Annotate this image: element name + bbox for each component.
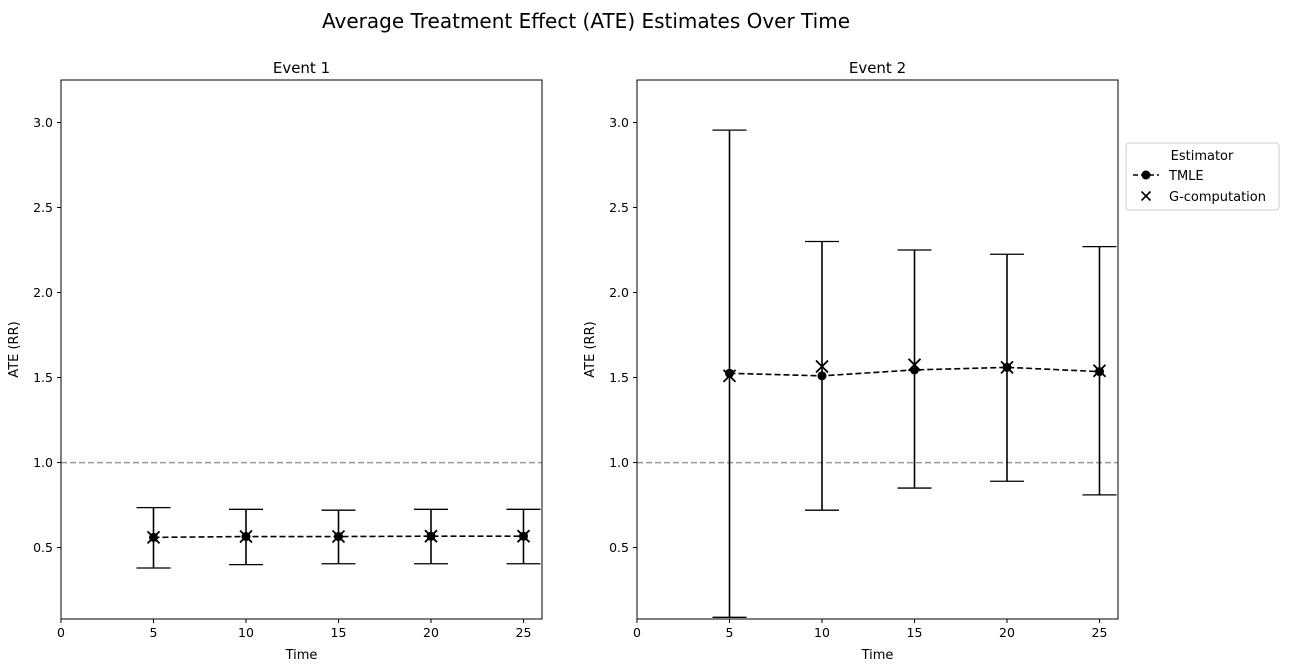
panel-title: Event 1 bbox=[273, 59, 330, 77]
y-tick-label: 1.5 bbox=[609, 370, 629, 385]
x-tick-label: 10 bbox=[238, 625, 254, 640]
gcomp-point bbox=[1092, 364, 1107, 378]
gcomp-point bbox=[907, 358, 922, 372]
y-tick-label: 2.0 bbox=[33, 285, 53, 300]
y-tick-label: 1.0 bbox=[609, 455, 629, 470]
axes-frame bbox=[636, 79, 1119, 620]
y-axis-label: ATE (RR) bbox=[583, 321, 598, 377]
y-tick-label: 2.0 bbox=[609, 285, 629, 300]
legend-frame bbox=[1125, 142, 1280, 211]
gcomp-point bbox=[146, 530, 161, 545]
legend-title: Estimator bbox=[1171, 149, 1234, 164]
gcomp-point bbox=[1000, 360, 1014, 374]
x-tick-label: 15 bbox=[907, 625, 923, 640]
x-tick-label: 5 bbox=[726, 625, 734, 640]
legend-tmle-label: TMLE bbox=[1168, 169, 1204, 184]
tmle-point bbox=[725, 368, 734, 378]
plot-area bbox=[637, 129, 1118, 618]
y-tick-label: 0.5 bbox=[609, 540, 629, 555]
y-tick-label: 3.0 bbox=[609, 115, 629, 130]
legend-gcomp-marker-icon bbox=[1140, 190, 1152, 202]
plot-area bbox=[61, 461, 542, 569]
gcomp-point bbox=[239, 529, 253, 544]
legend: Estimator TMLE G-computation bbox=[1125, 142, 1280, 211]
panels: Event 1 0 5 10 15 20 25 0.5 1.0 1.5 2.0 2.5 3.0 Time A… bbox=[7, 59, 1119, 663]
y-tick-label: 1.5 bbox=[33, 370, 53, 385]
gcomp-point bbox=[516, 529, 531, 543]
y-axis-label: ATE (RR) bbox=[7, 321, 22, 377]
legend-tmle-marker-icon bbox=[1141, 170, 1151, 180]
axes-frame bbox=[60, 79, 543, 620]
panel-1: Event 1 0 5 10 15 20 25 0.5 1.0 1.5 2.0 2.5 3.0 Time A… bbox=[7, 59, 543, 663]
y-tick-label: 3.0 bbox=[33, 115, 53, 130]
x-tick-label: 25 bbox=[516, 625, 532, 640]
x-tick-label: 20 bbox=[423, 625, 439, 640]
x-tick-label: 0 bbox=[57, 625, 65, 640]
gcomp-point bbox=[815, 359, 829, 374]
x-tick-label: 20 bbox=[999, 625, 1015, 640]
x-tick-label: 15 bbox=[331, 625, 347, 640]
y-tick-label: 0.5 bbox=[33, 540, 53, 555]
x-tick-label: 10 bbox=[814, 625, 830, 640]
x-axis-label: Time bbox=[285, 648, 318, 663]
y-tick-label: 2.5 bbox=[609, 200, 629, 215]
panel-2: Event 2 0 5 10 15 20 25 0.5 1.0 1.5 2.0 2.5 3.0 Time A… bbox=[583, 59, 1119, 663]
panel-title: Event 2 bbox=[849, 59, 906, 77]
tmle-point bbox=[817, 371, 827, 381]
x-tick-label: 25 bbox=[1092, 625, 1108, 640]
figure-title: Average Treatment Effect (ATE) Estimates… bbox=[322, 9, 850, 33]
x-axis-label: Time bbox=[861, 648, 894, 663]
gcomp-point bbox=[722, 369, 737, 383]
gcomp-point bbox=[331, 529, 346, 544]
gcomp-point bbox=[424, 529, 438, 543]
x-tick-label: 0 bbox=[633, 625, 641, 640]
y-tick-label: 2.5 bbox=[33, 200, 53, 215]
y-tick-label: 1.0 bbox=[33, 455, 53, 470]
legend-gcomp-label: G-computation bbox=[1169, 190, 1266, 205]
x-tick-label: 5 bbox=[150, 625, 158, 640]
